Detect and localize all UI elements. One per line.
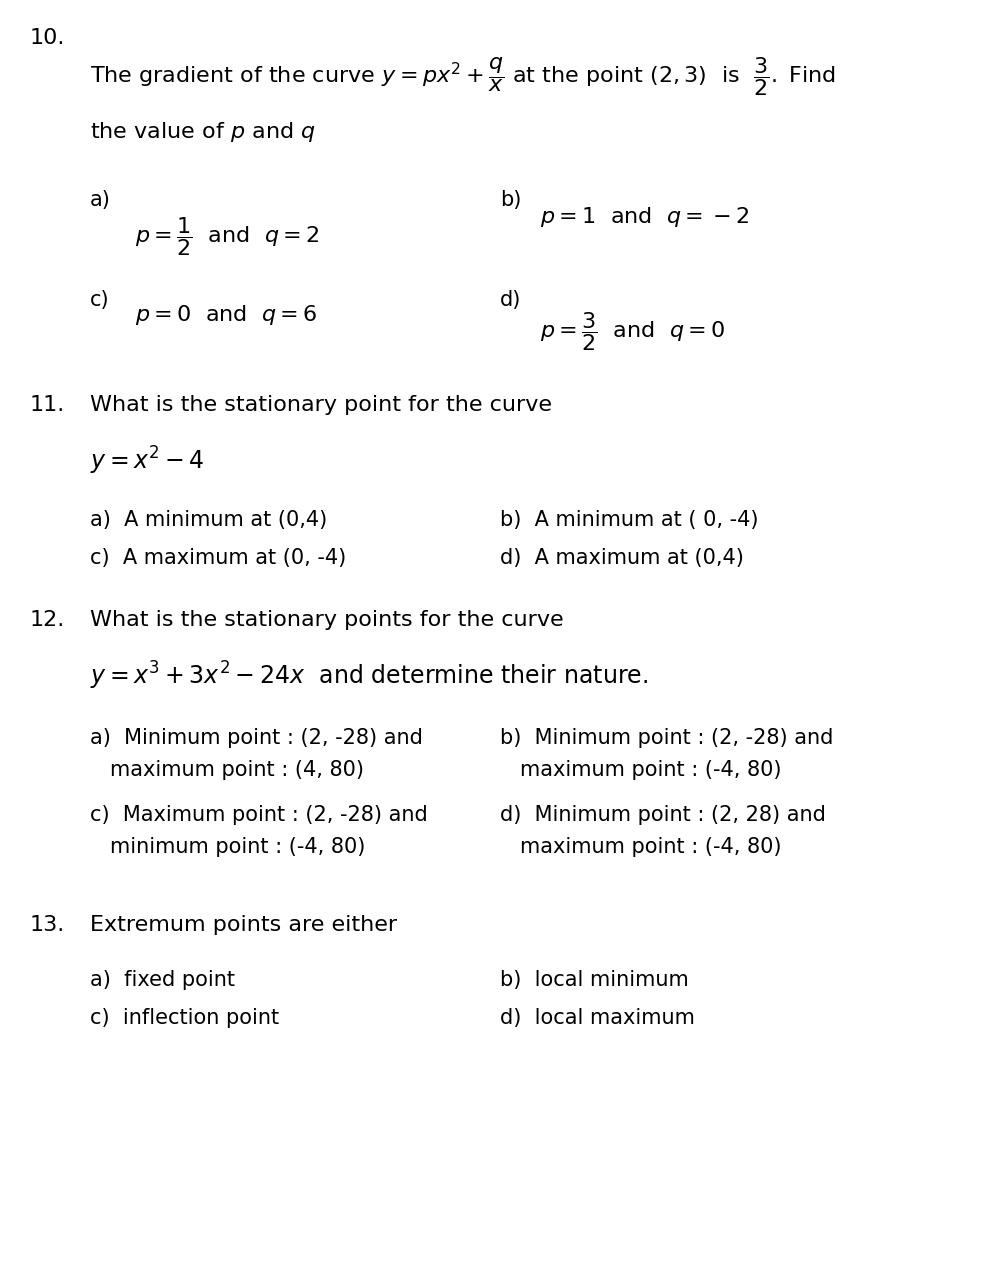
Text: 12.: 12.	[30, 610, 65, 630]
Text: maximum point : (-4, 80): maximum point : (-4, 80)	[520, 837, 781, 858]
Text: b)  Minimum point : (2, -28) and: b) Minimum point : (2, -28) and	[500, 728, 834, 748]
Text: c)  inflection point: c) inflection point	[90, 1008, 279, 1028]
Text: $\mathrm{The\ gradient\ of\ the\ curve\ } y = px^2 + \dfrac{q}{x} \mathrm{\ at\ : $\mathrm{The\ gradient\ of\ the\ curve\ …	[90, 55, 836, 98]
Text: d)  local maximum: d) local maximum	[500, 1008, 695, 1028]
Text: a)  Minimum point : (2, -28) and: a) Minimum point : (2, -28) and	[90, 728, 423, 748]
Text: 10.: 10.	[30, 28, 65, 49]
Text: $y = x^3 + 3x^2 - 24x \mathrm{\ \ and\ determine\ their\ nature.}$: $y = x^3 + 3x^2 - 24x \mathrm{\ \ and\ d…	[90, 659, 649, 693]
Text: b)  A minimum at ( 0, -4): b) A minimum at ( 0, -4)	[500, 510, 758, 530]
Text: a)  A minimum at (0,4): a) A minimum at (0,4)	[90, 510, 327, 530]
Text: minimum point : (-4, 80): minimum point : (-4, 80)	[110, 837, 366, 858]
Text: c): c)	[90, 290, 110, 311]
Text: c)  Maximum point : (2, -28) and: c) Maximum point : (2, -28) and	[90, 805, 428, 826]
Text: $p = \dfrac{3}{2} \mathrm{\ \ and\ \ } q = 0$: $p = \dfrac{3}{2} \mathrm{\ \ and\ \ } q…	[540, 311, 725, 353]
Text: maximum point : (4, 80): maximum point : (4, 80)	[110, 760, 364, 780]
Text: d)  Minimum point : (2, 28) and: d) Minimum point : (2, 28) and	[500, 805, 826, 826]
Text: maximum point : (-4, 80): maximum point : (-4, 80)	[520, 760, 781, 780]
Text: Extremum points are either: Extremum points are either	[90, 915, 397, 935]
Text: What is the stationary points for the curve: What is the stationary points for the cu…	[90, 610, 564, 630]
Text: c)  A maximum at (0, -4): c) A maximum at (0, -4)	[90, 548, 346, 567]
Text: b)  local minimum: b) local minimum	[500, 970, 689, 990]
Text: $\mathrm{the\ value\ of\ } p \mathrm{\ and\ } q$: $\mathrm{the\ value\ of\ } p \mathrm{\ a…	[90, 120, 316, 144]
Text: d): d)	[500, 290, 522, 311]
Text: $p = 0 \mathrm{\ \ and\ \ } q = 6$: $p = 0 \mathrm{\ \ and\ \ } q = 6$	[135, 303, 317, 327]
Text: a): a)	[90, 190, 111, 210]
Text: $p = 1 \mathrm{\ \ and\ \ } q = -2$: $p = 1 \mathrm{\ \ and\ \ } q = -2$	[540, 204, 749, 229]
Text: a)  fixed point: a) fixed point	[90, 970, 235, 990]
Text: 11.: 11.	[30, 395, 65, 415]
Text: What is the stationary point for the curve: What is the stationary point for the cur…	[90, 395, 552, 415]
Text: $p = \dfrac{1}{2} \mathrm{\ \ and\ \ } q = 2$: $p = \dfrac{1}{2} \mathrm{\ \ and\ \ } q…	[135, 215, 319, 258]
Text: d)  A maximum at (0,4): d) A maximum at (0,4)	[500, 548, 744, 567]
Text: $y = x^2 - 4$: $y = x^2 - 4$	[90, 445, 204, 477]
Text: b): b)	[500, 190, 522, 210]
Text: 13.: 13.	[30, 915, 65, 935]
